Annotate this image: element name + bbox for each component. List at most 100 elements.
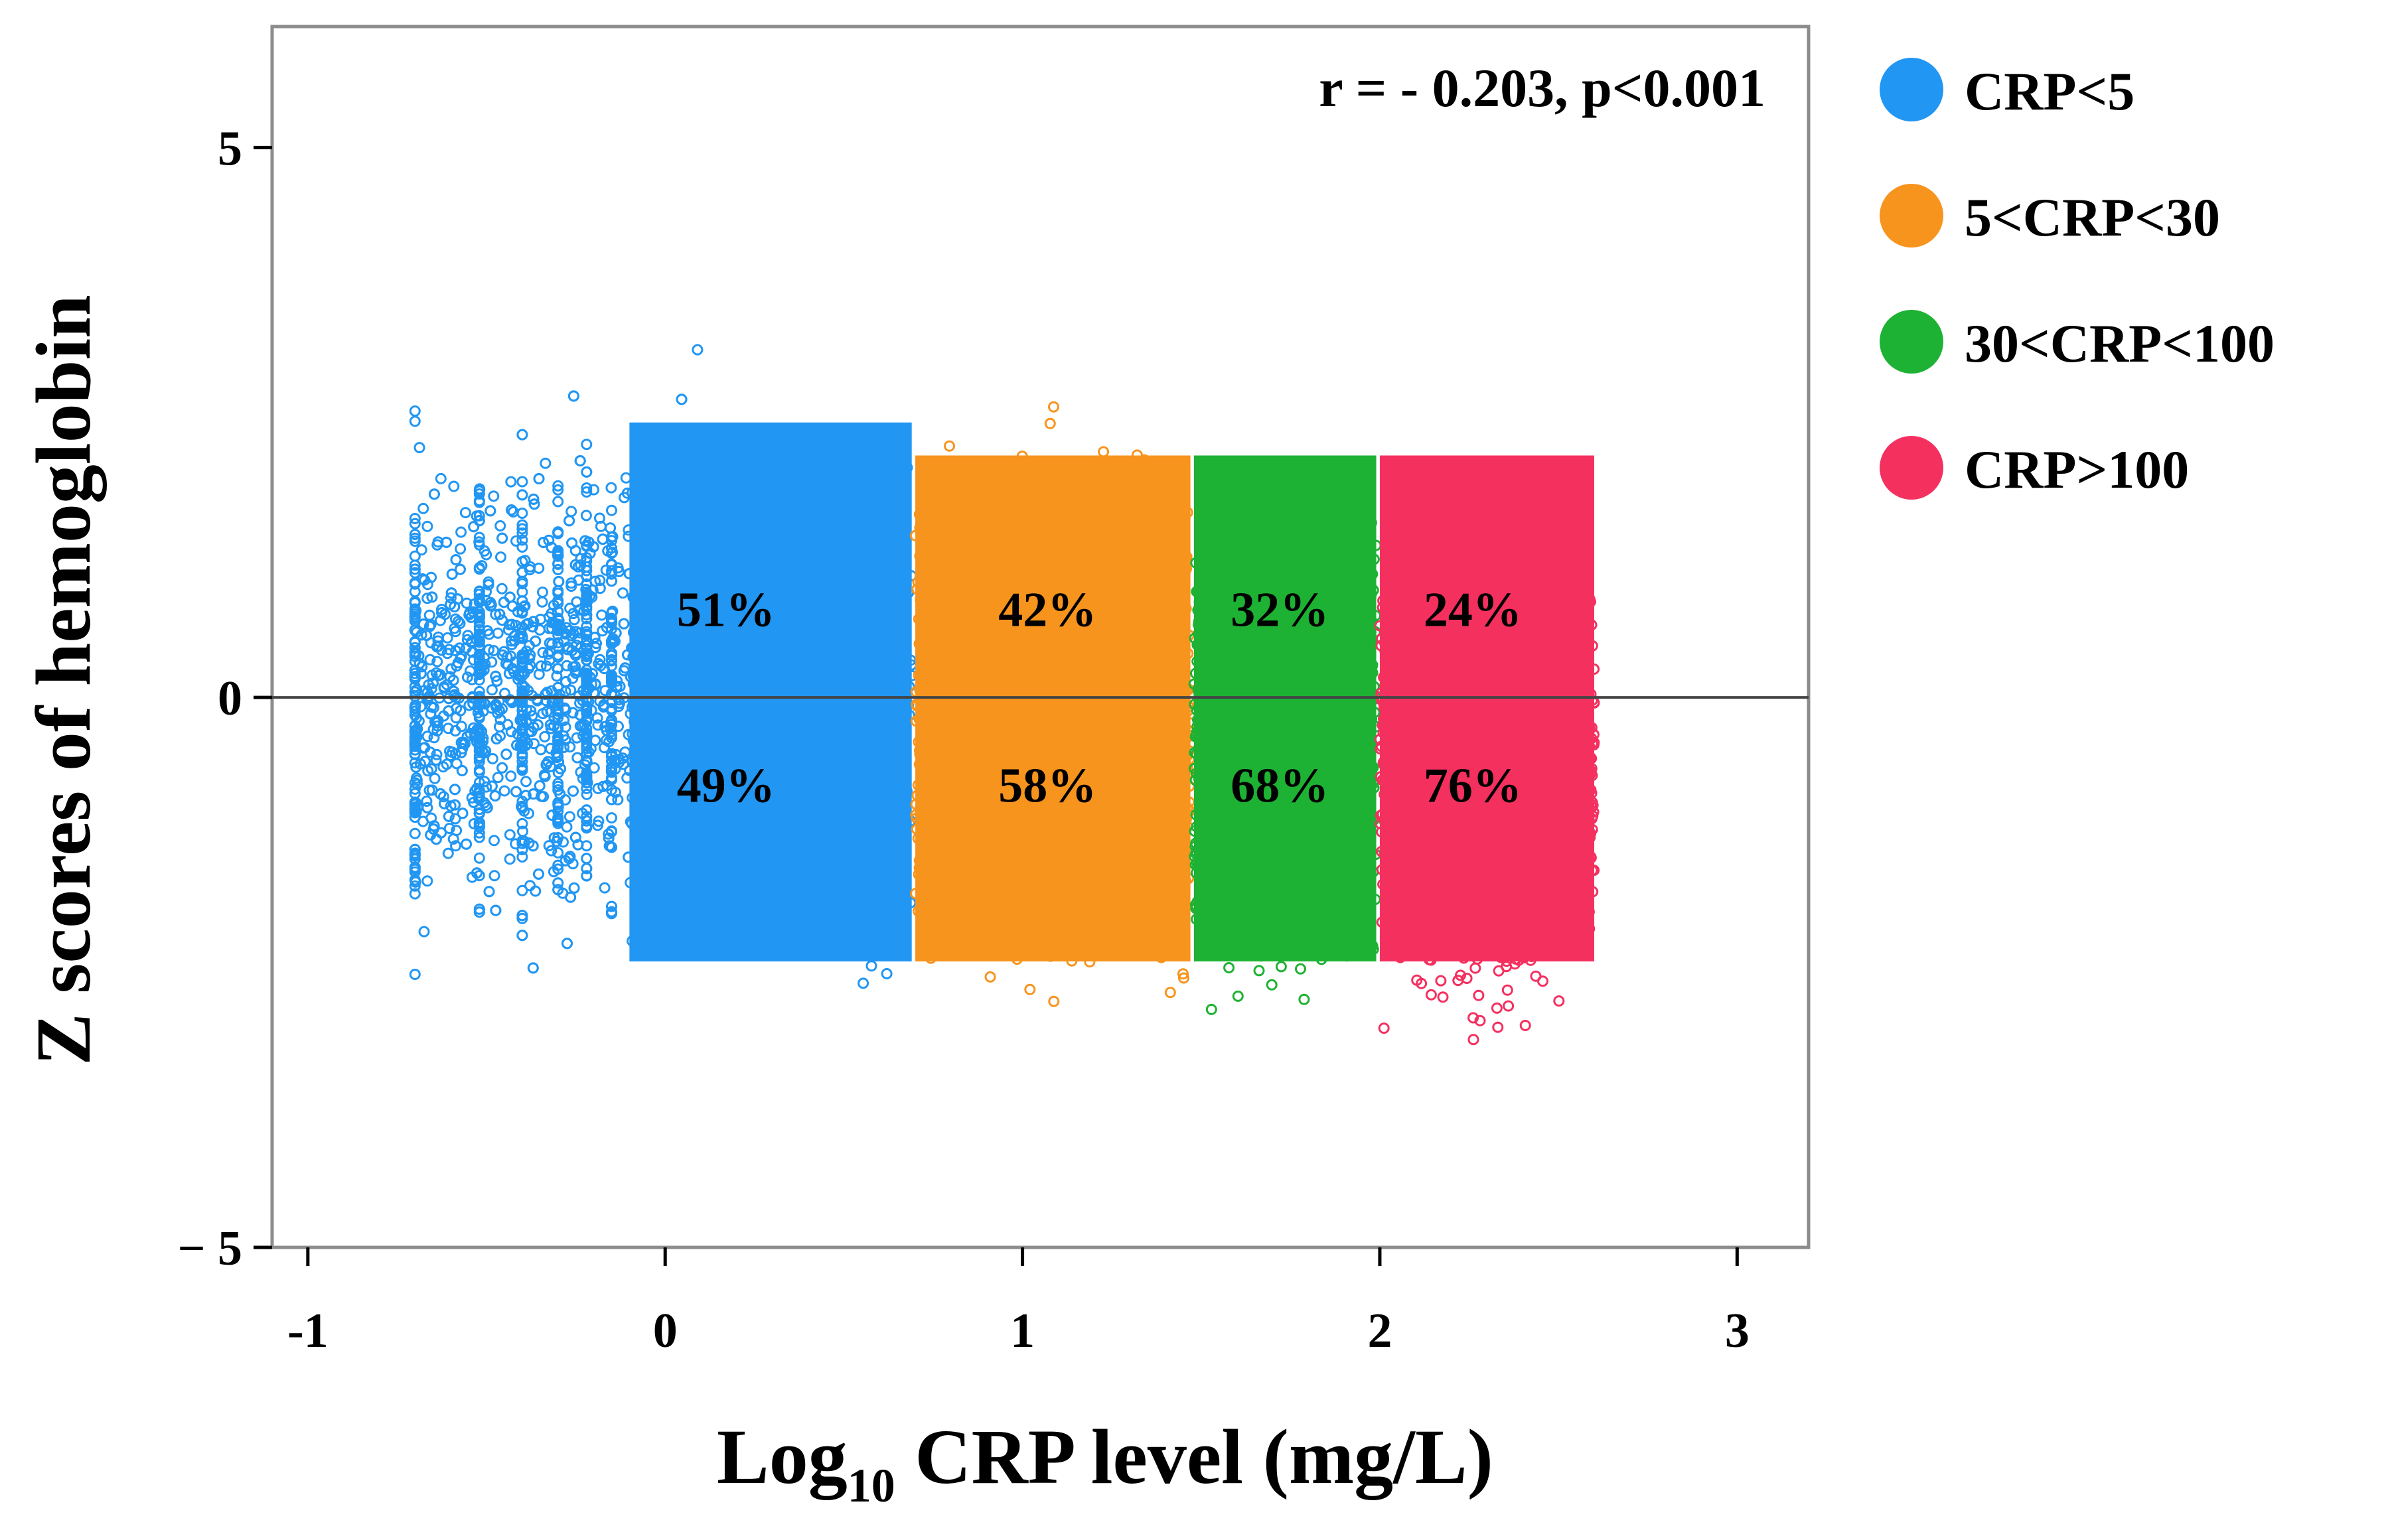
data-point [575, 642, 587, 654]
data-point [473, 712, 485, 724]
data-point [485, 505, 496, 517]
data-point [485, 702, 497, 714]
data-point [473, 616, 485, 628]
data-point [530, 885, 542, 897]
data-point [514, 631, 526, 643]
data-point [604, 722, 616, 734]
data-point [538, 537, 550, 548]
data-point [473, 635, 485, 646]
data-point [565, 684, 577, 696]
data-point [511, 739, 523, 751]
data-point [552, 817, 564, 829]
data-point [560, 855, 571, 867]
data-point [483, 886, 495, 898]
data-point [560, 704, 571, 716]
data-point [561, 938, 573, 949]
data-point [594, 575, 606, 587]
data-point [574, 455, 586, 466]
data-point [425, 763, 437, 775]
data-point [463, 609, 475, 621]
data-point [519, 555, 531, 567]
data-point [610, 627, 622, 639]
data-point [486, 684, 498, 696]
data-point [409, 550, 421, 562]
data-point [581, 822, 593, 834]
data-point [567, 390, 579, 402]
data-point [421, 802, 433, 813]
data-point [552, 496, 564, 508]
data-point [540, 689, 552, 701]
data-point [419, 755, 431, 767]
data-point [452, 616, 464, 627]
data-point [468, 521, 480, 533]
data-point [455, 746, 467, 758]
data-point [411, 626, 423, 638]
data-point [533, 668, 545, 680]
data-point [445, 663, 457, 675]
data-point [558, 715, 570, 726]
data-point [546, 809, 558, 821]
data-point [427, 677, 439, 689]
data-point [421, 593, 433, 604]
data-point [581, 565, 593, 577]
data-point [434, 669, 446, 681]
data-point [552, 801, 564, 813]
data-point [418, 926, 430, 938]
data-point [473, 821, 485, 833]
data-point [512, 673, 524, 685]
data-point [473, 593, 485, 605]
data-point [481, 595, 492, 606]
data-point [552, 742, 564, 754]
data-point [516, 429, 528, 441]
data-point [423, 609, 435, 621]
data-point [606, 715, 617, 727]
data-point [516, 851, 528, 863]
data-point [496, 762, 508, 774]
data-point [500, 748, 512, 760]
data-point [560, 721, 571, 733]
data-point [442, 723, 454, 735]
data-point [473, 640, 485, 652]
data-point [606, 826, 617, 837]
data-point [409, 563, 421, 575]
data-point [1048, 401, 1059, 413]
data-point [606, 650, 617, 662]
data-point [528, 788, 540, 800]
data-point [581, 777, 593, 788]
data-point [504, 829, 516, 841]
data-point [516, 763, 528, 775]
data-point [516, 736, 528, 748]
data-point [481, 802, 493, 813]
data-point [448, 480, 460, 492]
data-point [494, 608, 506, 620]
data-point [527, 840, 539, 852]
data-point [546, 845, 558, 857]
data-point [597, 780, 609, 792]
data-point [409, 671, 421, 683]
data-point [504, 694, 516, 706]
data-point [533, 473, 545, 484]
data-point [539, 731, 551, 742]
data-point [539, 770, 551, 782]
data-point [563, 811, 575, 823]
data-point [581, 804, 593, 816]
dense-core-1 [915, 455, 1191, 962]
data-point [596, 609, 608, 621]
data-point [552, 884, 564, 896]
data-point [443, 823, 455, 834]
data-point [555, 763, 566, 775]
data-point [581, 643, 593, 655]
data-point [409, 731, 421, 742]
data-point [409, 847, 421, 859]
data-point [419, 742, 431, 754]
data-point [552, 545, 564, 557]
data-point [502, 624, 514, 636]
data-point [523, 726, 535, 738]
data-point [479, 776, 490, 788]
data-point [473, 585, 485, 597]
data-point [518, 600, 530, 612]
data-point [421, 796, 433, 807]
data-point [473, 852, 485, 864]
data-point [528, 498, 540, 510]
data-point [546, 638, 558, 650]
